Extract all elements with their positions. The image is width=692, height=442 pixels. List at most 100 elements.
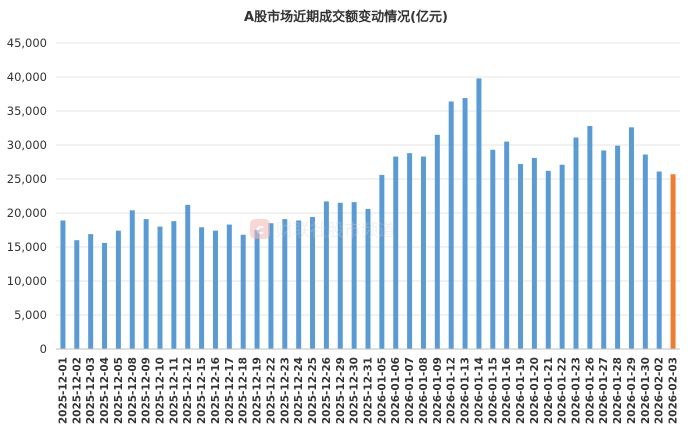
chart-title: A股市场近期成交额变动情况(亿元) [244,9,448,25]
bar-2026-01-21 [545,170,551,349]
bar-2025-12-29 [337,202,343,349]
bar-2025-12-31 [365,208,371,349]
x-tick-label: 2025-12-22 [265,357,277,424]
bar-2026-01-20 [531,157,537,349]
bar-2026-01-28 [615,145,621,349]
x-tick-label: 2025-12-23 [279,357,291,424]
bar-2026-02-03 [670,174,676,349]
bar-2025-12-08 [129,210,135,349]
y-tick-label: 40,000 [7,70,47,84]
y-tick-label: 25,000 [7,172,47,186]
bar-2025-12-02 [74,240,80,349]
watermark: c 财联社股市频道 [250,219,395,241]
x-tick-label: 2026-02-03 [668,357,680,424]
x-tick-label: 2026-01-16 [501,357,513,424]
x-tick-label: 2025-12-24 [293,357,305,424]
bar-2025-12-09 [143,219,149,349]
y-tick-label: 5,000 [14,308,47,322]
y-tick-label: 35,000 [7,104,47,118]
bars [60,78,676,350]
bar-2026-01-08 [420,156,426,349]
bar-2025-12-01 [60,220,66,349]
y-tick-label: 15,000 [7,240,47,254]
bar-2025-12-03 [88,234,94,349]
x-tick-label: 2026-01-22 [557,357,569,424]
bar-2025-12-22 [268,223,274,349]
bar-2025-12-04 [102,242,108,349]
bar-2025-12-10 [157,226,163,349]
bar-2026-01-29 [628,127,634,349]
x-tick-label: 2026-01-12 [446,357,458,424]
watermark-logo-icon [250,219,270,239]
x-tick-label: 2026-02-02 [654,357,666,424]
x-tick-label: 2025-12-19 [252,357,264,424]
y-axis-ticks: 0 5,000 10,000 15,000 20,000 25,000 30,000 35,0… [7,36,47,356]
bar-2025-12-11 [171,221,177,349]
bar-2025-12-12 [185,204,191,349]
y-tick-label: 30,000 [7,138,47,152]
x-tick-label: 2026-01-26 [584,357,596,424]
x-tick-label: 2025-12-09 [141,357,153,424]
bar-2025-12-30 [351,202,357,349]
watermark-logo-char: c [256,222,264,238]
x-tick-label: 2025-12-08 [127,357,139,424]
bar-2025-12-19 [254,230,260,349]
bar-2025-12-17 [226,224,232,349]
x-tick-label: 2026-01-13 [460,357,472,424]
x-tick-label: 2025-12-12 [182,357,194,424]
x-tick-label: 2025-12-10 [155,357,167,424]
x-tick-label: 2025-12-17 [224,357,236,424]
y-tick-label: 45,000 [7,36,47,50]
bar-2026-01-12 [448,101,454,349]
x-tick-label: 2025-12-29 [335,357,347,424]
x-tick-label: 2026-01-21 [543,357,555,424]
bar-2026-02-02 [656,171,662,349]
x-tick-label: 2025-12-05 [113,357,125,424]
bar-2025-12-23 [282,219,288,349]
bar-2026-01-23 [573,137,579,349]
x-tick-label: 2026-01-27 [598,357,610,424]
x-tick-label: 2026-01-09 [432,357,444,424]
bar-2026-01-06 [393,156,399,349]
bar-2025-12-18 [240,234,246,349]
x-tick-label: 2026-01-20 [529,357,541,424]
bar-2026-01-15 [490,149,496,349]
x-tick-label: 2026-01-29 [626,357,638,424]
bar-2025-12-05 [115,230,121,349]
y-tick-label: 10,000 [7,274,47,288]
x-tick-label: 2025-12-11 [168,357,180,424]
bar-2026-01-07 [407,153,413,349]
x-tick-label: 2026-01-06 [390,357,402,424]
bar-2026-01-22 [559,164,565,349]
watermark-text: 财联社股市频道 [276,221,395,241]
bar-2026-01-26 [587,125,593,350]
bar-2026-01-30 [642,154,648,349]
x-tick-label: 2025-12-30 [349,357,361,424]
x-tick-label: 2025-12-31 [363,357,375,424]
x-tick-label: 2026-01-19 [515,357,527,424]
bar-2025-12-15 [199,227,205,349]
y-tick-label: 20,000 [7,206,47,220]
bar-2026-01-14 [476,78,482,350]
bar-2025-12-16 [212,230,218,349]
x-tick-label: 2026-01-08 [418,357,430,424]
x-tick-label: 2025-12-02 [71,357,83,424]
bar-2026-01-16 [504,141,510,349]
x-tick-label: 2026-01-28 [612,357,624,424]
x-tick-label: 2025-12-03 [85,357,97,424]
y-tick-label: 0 [40,342,47,356]
x-tick-label: 2025-12-04 [99,357,111,424]
x-tick-label: 2026-01-30 [640,357,652,424]
x-tick-label: 2025-12-18 [238,357,250,424]
x-tick-label: 2025-12-01 [57,357,69,424]
bar-2026-01-13 [462,98,468,349]
bar-2025-12-24 [296,220,302,349]
x-tick-label: 2025-12-25 [307,357,319,424]
bar-2025-12-25 [310,217,316,349]
x-tick-label: 2026-01-05 [376,357,388,424]
x-tick-label: 2026-01-15 [487,357,499,424]
x-axis-ticks: 2025-12-01 2025-12-02 2025-12-03 2025-12-04… [57,357,679,424]
x-tick-label: 2025-12-15 [196,357,208,424]
bar-2025-12-26 [323,201,329,349]
